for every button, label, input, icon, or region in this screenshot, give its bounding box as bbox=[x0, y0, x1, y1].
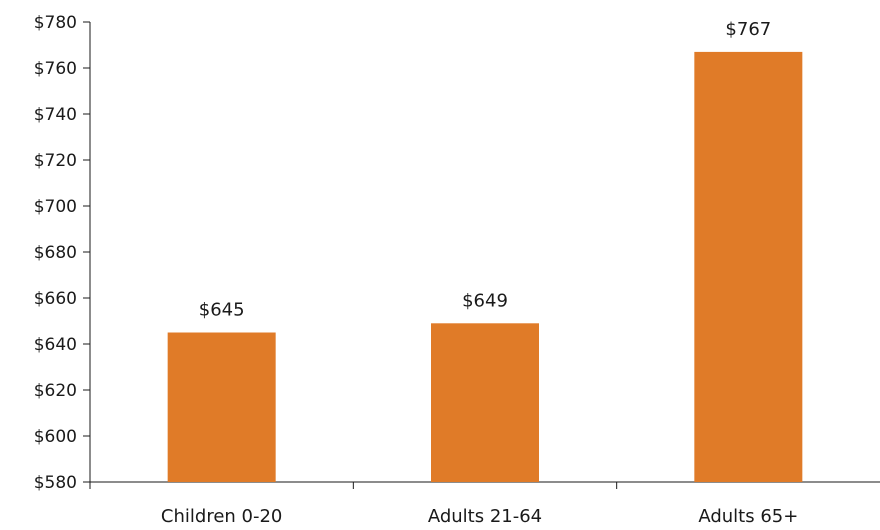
y-tick-label: $680 bbox=[34, 243, 77, 263]
y-tick-label: $760 bbox=[34, 59, 77, 79]
x-tick-label: Children 0-20 bbox=[161, 506, 282, 527]
x-tick-label: Adults 21-64 bbox=[428, 506, 542, 527]
y-tick-label: $720 bbox=[34, 151, 77, 171]
data-labels: $645 $649 $767 bbox=[199, 19, 771, 321]
y-tick-label: $640 bbox=[34, 335, 77, 355]
bar-value-label: $649 bbox=[462, 290, 508, 311]
y-axis: $580 $600 $620 $640 $660 $680 $700 $720 $740 $760… bbox=[34, 13, 91, 493]
bar-value-label: $645 bbox=[199, 300, 245, 321]
y-tick-label: $580 bbox=[34, 473, 77, 493]
bar bbox=[694, 51, 803, 483]
bar bbox=[167, 332, 276, 482]
y-tick-label: $620 bbox=[34, 381, 77, 401]
y-tick-label: $600 bbox=[34, 427, 77, 447]
y-tick-label: $780 bbox=[34, 13, 77, 33]
x-axis: Children 0-20 Adults 21-64 Adults 65+ bbox=[89, 481, 880, 527]
bars bbox=[167, 51, 803, 483]
y-tick-label: $660 bbox=[34, 289, 77, 309]
y-tick-label: $740 bbox=[34, 105, 77, 125]
y-tick-label: $700 bbox=[34, 197, 77, 217]
bar bbox=[431, 323, 539, 482]
bar-value-label: $767 bbox=[725, 19, 771, 40]
x-tick-label: Adults 65+ bbox=[698, 506, 798, 527]
